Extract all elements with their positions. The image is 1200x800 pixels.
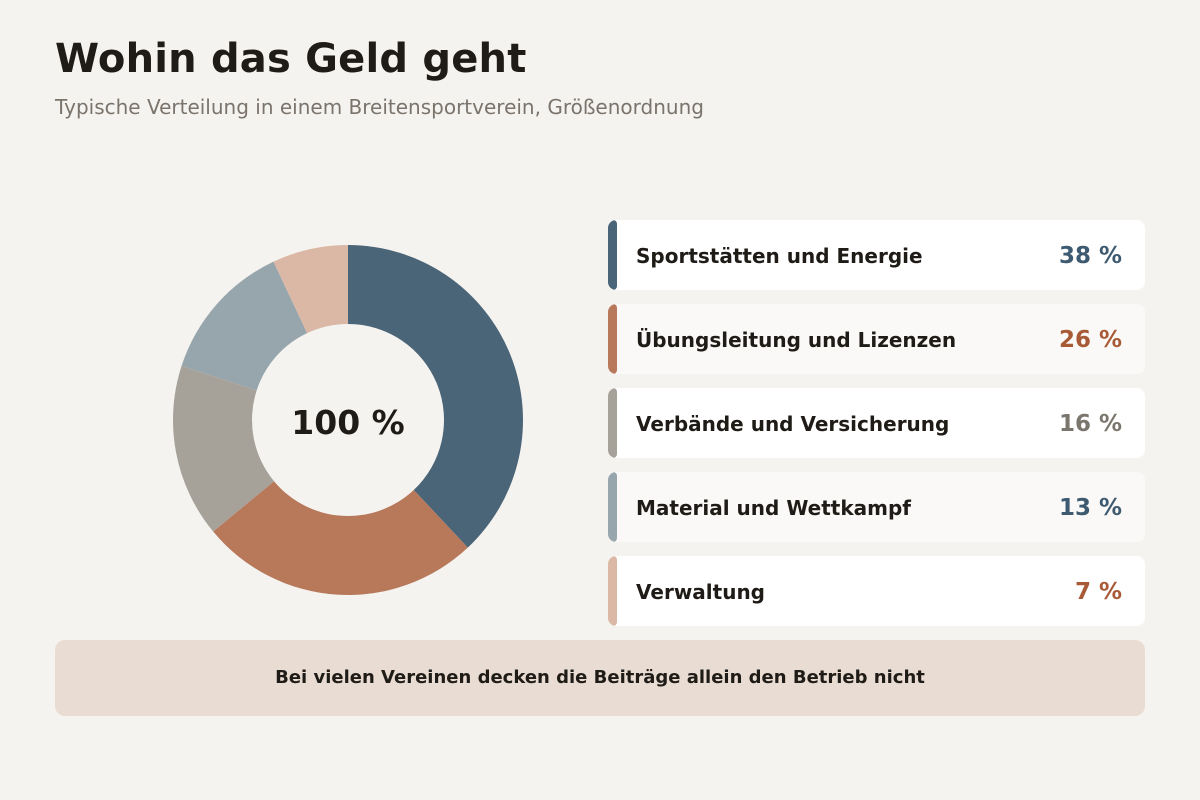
donut-center-label: 100 % (291, 403, 404, 442)
legend-item-verbaende: Verbände und Versicherung 16 % (608, 388, 1145, 458)
donut-slice-5 (273, 245, 348, 334)
legend-item-sportstaetten: Sportstätten und Energie 38 % (608, 220, 1145, 290)
legend-value: 38 % (1058, 243, 1122, 269)
donut-slice-2 (213, 481, 468, 595)
donut-slice-4 (181, 261, 308, 391)
legend-color-bar (608, 556, 617, 626)
legend-value: 7 % (1074, 579, 1122, 605)
legend-color-bar (608, 220, 617, 290)
info-callout-text: Bei vielen Vereinen decken die Beiträge … (275, 667, 925, 688)
legend-item-material: Material und Wettkampf 13 % (608, 472, 1145, 542)
legend: Sportstätten und Energie 38 % Übungsleit… (608, 220, 1145, 640)
legend-color-bar (608, 388, 617, 458)
legend-item-verwaltung: Verwaltung 7 % (608, 556, 1145, 626)
legend-color-bar (608, 304, 617, 374)
chart-subtitle: Typische Verteilung in einem Breitenspor… (55, 95, 704, 119)
legend-color-bar (608, 472, 617, 542)
legend-value: 13 % (1058, 495, 1122, 521)
legend-label: Verbände und Versicherung (636, 412, 950, 436)
legend-label: Sportstätten und Energie (636, 244, 923, 268)
legend-label: Material und Wettkampf (636, 496, 911, 520)
legend-value: 26 % (1058, 327, 1122, 353)
donut-chart: 100 % (168, 240, 528, 600)
donut-slice-1 (348, 245, 523, 548)
legend-value: 16 % (1058, 411, 1122, 437)
legend-item-uebungsleitung: Übungsleitung und Lizenzen 26 % (608, 304, 1145, 374)
legend-label: Übungsleitung und Lizenzen (636, 328, 957, 352)
donut-slice-3 (173, 365, 275, 532)
donut-slices (173, 245, 523, 595)
chart-title: Wohin das Geld geht (55, 36, 527, 82)
legend-label: Verwaltung (636, 580, 765, 604)
donut-chart-svg: 100 % (173, 245, 523, 595)
info-callout: Bei vielen Vereinen decken die Beiträge … (55, 640, 1145, 716)
